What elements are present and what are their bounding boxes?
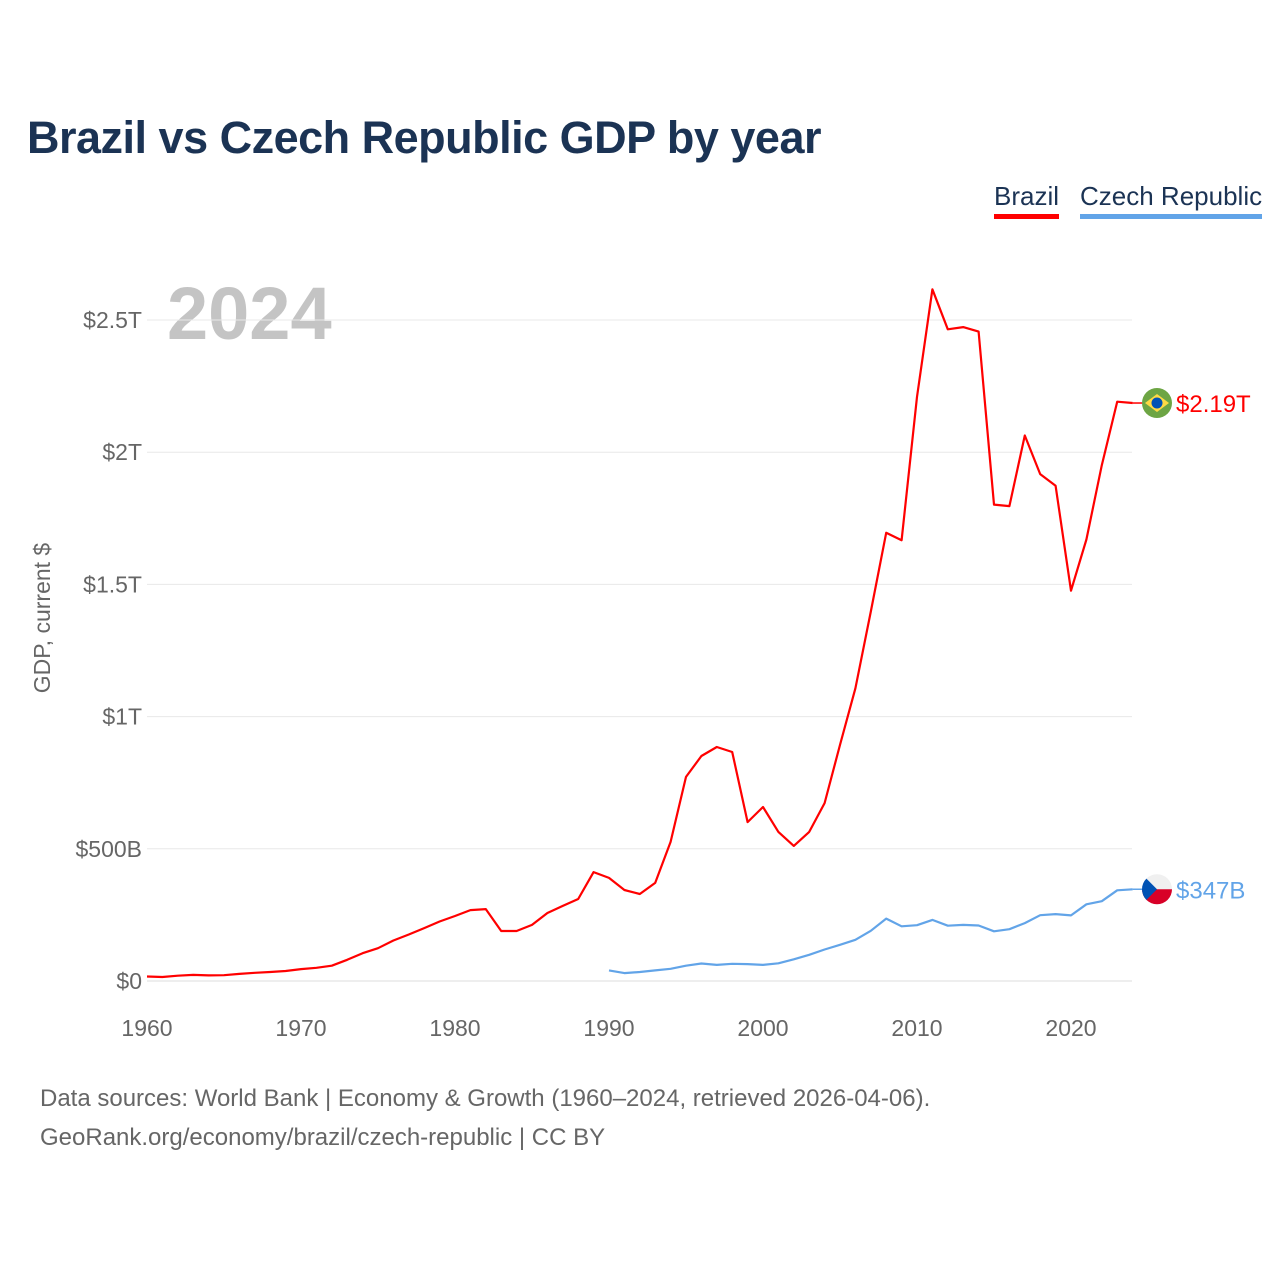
chart-title: Brazil vs Czech Republic GDP by year bbox=[27, 112, 821, 163]
series-line-brazil bbox=[146, 288, 1133, 979]
y-tick-label: $500B bbox=[75, 836, 142, 862]
czech-flag-blue bbox=[1142, 878, 1157, 900]
x-tick-label: 1980 bbox=[429, 1015, 480, 1041]
x-tick-label: 1990 bbox=[583, 1015, 634, 1041]
x-tick-label: 2010 bbox=[891, 1015, 942, 1041]
data-source: Data sources: World Bank | Economy & Gro… bbox=[40, 1085, 931, 1112]
y-tick-label: $0 bbox=[116, 968, 142, 994]
x-tick-label: 2000 bbox=[737, 1015, 788, 1041]
y-tick-label: $1.5T bbox=[83, 571, 142, 597]
legend-brazil[interactable]: Brazil bbox=[994, 181, 1060, 219]
x-tick-label: 1970 bbox=[275, 1015, 326, 1041]
brazil-flag-globe bbox=[1151, 397, 1163, 409]
end-value-label-brazil: $2.19T bbox=[1176, 391, 1251, 418]
y-tick-label: $1T bbox=[102, 704, 142, 730]
y-tick-label: $2T bbox=[102, 439, 142, 465]
x-tick-label: 1960 bbox=[121, 1015, 172, 1041]
series-line-czech-republic bbox=[608, 888, 1133, 975]
legend-czech-republic[interactable]: Czech Republic bbox=[1080, 181, 1263, 219]
year-watermark: 2024 bbox=[167, 272, 332, 355]
y-tick-label: $2.5T bbox=[83, 307, 142, 333]
y-axis-label: GDP, current $ bbox=[29, 543, 55, 694]
end-value-label-czech-republic: $347B bbox=[1176, 877, 1245, 904]
attribution: GeoRank.org/economy/brazil/czech-republi… bbox=[40, 1124, 606, 1151]
x-tick-label: 2020 bbox=[1045, 1015, 1096, 1041]
